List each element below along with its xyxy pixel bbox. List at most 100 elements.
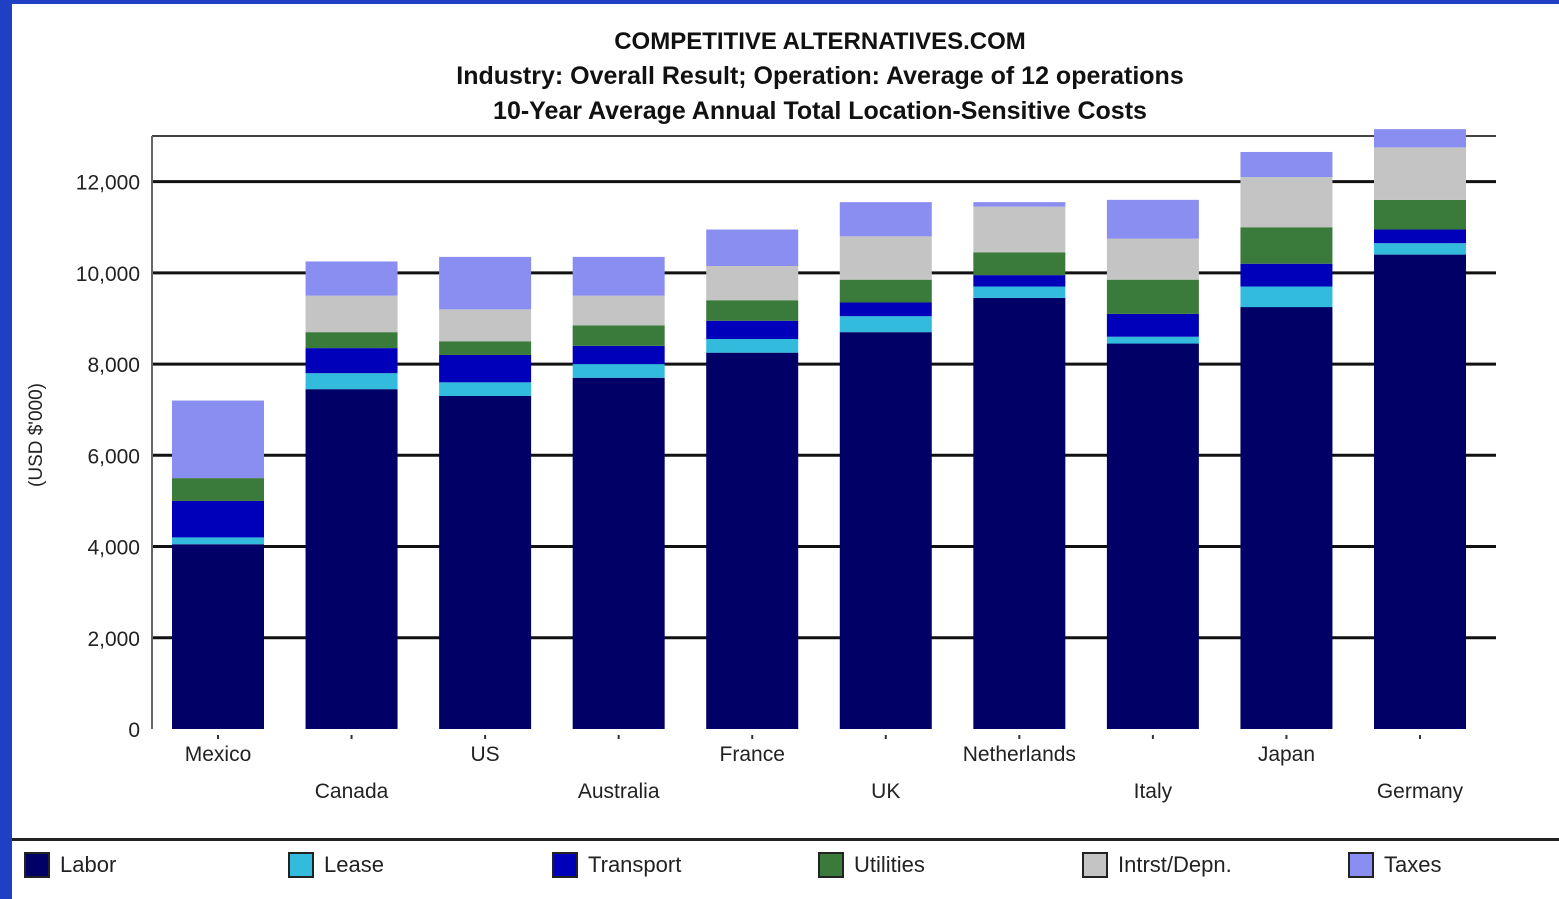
bar-segment <box>572 325 665 346</box>
bar-segment <box>572 364 665 378</box>
bar-segment <box>1240 227 1333 264</box>
bar-segment <box>1374 254 1466 729</box>
x-tick-label: Canada <box>315 780 389 803</box>
legend-swatch-utilities <box>818 852 844 878</box>
legend-item-lease: Lease <box>288 850 384 880</box>
bar-segment <box>439 341 532 355</box>
bar-segment <box>439 396 532 729</box>
chart-subtitle: Industry: Overall Result; Operation: Ave… <box>456 62 1184 90</box>
legend-swatch-labor <box>24 852 50 878</box>
bar-segment <box>839 279 932 303</box>
bar-segment <box>1374 129 1466 148</box>
legend-label-taxes: Taxes <box>1384 852 1442 877</box>
bar-segment <box>839 316 932 333</box>
y-tick-label: 0 <box>128 719 140 742</box>
bar-segment <box>572 295 665 326</box>
bar-segment <box>1374 147 1466 200</box>
bar-segment <box>1240 263 1333 287</box>
bar-segment <box>172 478 264 501</box>
x-tick-label: Netherlands <box>963 743 1076 766</box>
bar-segment <box>973 297 1066 729</box>
y-tick-label: 4,000 <box>87 537 140 560</box>
bar-segment <box>439 354 532 383</box>
bar-segment <box>1106 336 1199 344</box>
x-tick-label: France <box>720 743 785 766</box>
chart-legend: Labor Lease Transport Utilities Intrst/D… <box>12 838 1559 899</box>
bar-segment <box>305 332 398 349</box>
x-tick-label: US <box>471 743 500 766</box>
legend-item-transport: Transport <box>552 850 681 880</box>
bar-segment <box>973 286 1066 298</box>
legend-item-taxes: Taxes <box>1348 850 1441 880</box>
x-tick-label: Italy <box>1134 780 1173 803</box>
chart-title: COMPETITIVE ALTERNATIVES.COM <box>614 28 1026 55</box>
bar-segment <box>1240 151 1333 178</box>
bar-segment <box>1106 238 1199 280</box>
bar-segment <box>172 537 264 545</box>
legend-label-labor: Labor <box>60 852 117 877</box>
bar-segment <box>839 236 932 280</box>
bar-segment <box>439 256 532 310</box>
x-tick-label: UK <box>871 780 900 803</box>
bar-segment <box>572 345 665 365</box>
y-axis-label: (USD $'000) <box>26 383 47 487</box>
bar-segment <box>973 275 1066 287</box>
bar-segment <box>839 202 932 237</box>
y-tick-label: 12,000 <box>76 172 140 195</box>
bar-segment <box>1240 286 1333 308</box>
bar-segment <box>706 338 799 353</box>
bar-segment <box>305 348 398 374</box>
legend-label-lease: Lease <box>324 852 384 877</box>
legend-swatch-taxes <box>1348 852 1374 878</box>
y-tick-label: 2,000 <box>87 628 140 651</box>
bar-segment <box>1106 343 1199 729</box>
legend-swatch-transport <box>552 852 578 878</box>
bar-segment <box>1240 307 1333 729</box>
bar-segment <box>1106 313 1199 337</box>
bar-segment <box>706 266 799 301</box>
legend-item-intrst-depn: Intrst/Depn. <box>1082 850 1232 880</box>
legend-label-intrst-depn: Intrst/Depn. <box>1118 852 1232 877</box>
bar-segment <box>305 389 398 729</box>
legend-item-labor: Labor <box>24 850 116 880</box>
bar-segment <box>706 300 799 321</box>
bar-segment <box>1374 229 1466 244</box>
x-tick-label: Germany <box>1377 780 1464 803</box>
bar-segment <box>1106 279 1199 314</box>
x-tick-label: Japan <box>1258 743 1315 766</box>
bar-segment <box>706 320 799 339</box>
bar-segment <box>572 377 665 729</box>
bar-segment <box>172 500 264 538</box>
bar-segment <box>305 261 398 296</box>
bar-segment <box>1106 199 1199 239</box>
y-tick-label: 6,000 <box>87 445 140 468</box>
bar-segment <box>706 229 799 267</box>
bar-segment <box>839 332 932 729</box>
x-tick-label: Australia <box>578 780 660 803</box>
legend-swatch-intrst-depn <box>1082 852 1108 878</box>
bar-segment <box>572 256 665 296</box>
legend-label-utilities: Utilities <box>854 852 925 877</box>
bar-segment <box>1374 199 1466 230</box>
bar-segment <box>439 382 532 397</box>
bar-segment <box>1240 177 1333 228</box>
bar-segment <box>973 206 1066 253</box>
y-tick-label: 10,000 <box>76 263 140 286</box>
bar-segment <box>839 302 932 317</box>
legend-swatch-lease <box>288 852 314 878</box>
bar-segment <box>706 352 799 729</box>
x-tick-label: Mexico <box>185 743 252 766</box>
bar-segment <box>1374 243 1466 255</box>
legend-label-transport: Transport <box>588 852 682 877</box>
bar-segment <box>439 309 532 342</box>
bar-segment <box>973 252 1066 276</box>
bar-segment <box>172 544 264 729</box>
legend-item-utilities: Utilities <box>818 850 925 880</box>
chart-subtitle-2: 10-Year Average Annual Total Location-Se… <box>493 97 1147 125</box>
bar-segment <box>172 400 264 479</box>
bar-segment <box>305 295 398 333</box>
bar-segment <box>973 202 1066 207</box>
y-tick-label: 8,000 <box>87 354 140 377</box>
bar-segment <box>305 373 398 390</box>
